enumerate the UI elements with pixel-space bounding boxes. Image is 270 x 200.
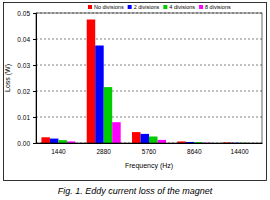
legend-item: No divisions — [88, 4, 124, 10]
bar — [58, 140, 66, 143]
bar — [50, 139, 58, 143]
y-tick-mark — [33, 91, 36, 92]
x-tick: 1440 — [51, 143, 66, 155]
legend-swatch — [128, 5, 132, 9]
grid-line — [36, 39, 262, 40]
x-tick: 8640 — [187, 143, 202, 155]
legend-swatch — [199, 5, 203, 9]
bar — [141, 134, 149, 143]
legend-item: 8 divisions — [199, 4, 231, 10]
y-tick-label: 0.05 — [17, 10, 30, 17]
x-tick: 14400 — [231, 143, 249, 155]
legend: No divisions 2 divisions 4 divisions 8 divi… — [88, 4, 231, 10]
grid-line — [36, 117, 262, 118]
y-tick-mark — [33, 117, 36, 118]
x-tick: 5760 — [142, 143, 157, 155]
y-axis-title: Loss (W) — [4, 64, 12, 92]
y-tick-label: 0.00 — [17, 140, 30, 147]
y-tick-label: 0.03 — [17, 62, 30, 69]
y-axis: 0.00 0.01 0.02 0.03 0.04 0.05 — [17, 10, 36, 147]
x-axis: 1440 2880 5760 8640 14400 — [37, 143, 263, 155]
bar — [104, 87, 112, 143]
grid-line — [36, 65, 262, 66]
y-axis-line — [33, 14, 37, 144]
bar — [132, 132, 140, 143]
legend-label: 8 divisions — [205, 4, 231, 10]
legend-swatch — [163, 5, 167, 9]
x-tick: 2880 — [96, 143, 111, 155]
x-tick-label: 1440 — [51, 148, 66, 155]
x-tick-label: 5760 — [142, 148, 157, 155]
x-tick-label: 2880 — [96, 148, 111, 155]
legend-swatch — [88, 5, 92, 9]
y-tick: 0.04 — [17, 36, 36, 43]
y-tick: 0.01 — [17, 114, 36, 121]
y-tick: 0.05 — [17, 10, 36, 17]
legend-label: No divisions — [94, 4, 124, 10]
bar — [157, 140, 165, 143]
y-tick-label: 0.04 — [17, 36, 30, 43]
legend-item: 4 divisions — [163, 4, 195, 10]
grid-line — [36, 91, 262, 92]
bar — [95, 46, 103, 144]
bar — [41, 137, 49, 143]
legend-item: 2 divisions — [128, 4, 160, 10]
y-tick-mark — [33, 65, 36, 66]
x-tick-label: 14400 — [231, 148, 249, 155]
x-tick-label: 8640 — [187, 148, 202, 155]
x-axis-line — [37, 143, 263, 144]
y-tick-label: 0.01 — [17, 114, 30, 121]
bar — [112, 122, 120, 143]
y-tick-mark — [33, 13, 36, 14]
plot-frame — [36, 13, 262, 143]
bar — [87, 20, 95, 144]
bars — [41, 20, 248, 144]
y-tick: 0.00 — [17, 140, 36, 147]
y-tick: 0.02 — [17, 88, 36, 95]
caption: Fig. 1. Eddy current loss of the magnet — [58, 186, 213, 196]
y-tick: 0.03 — [17, 62, 36, 69]
bar — [149, 137, 157, 144]
chart-frame — [4, 3, 267, 181]
x-axis-title: Frequency (Hz) — [125, 162, 173, 170]
y-tick-mark — [33, 143, 36, 144]
y-tick-label: 0.02 — [17, 88, 30, 95]
y-tick-mark — [33, 39, 36, 40]
legend-label: 2 divisions — [134, 4, 160, 10]
plot: 0.00 0.01 0.02 0.03 0.04 0.05 1440 2880 5760 8640… — [17, 10, 262, 155]
legend-label: 4 divisions — [169, 4, 195, 10]
chart: 0.00 0.01 0.02 0.03 0.04 0.05 1440 2880 5760 8640… — [0, 0, 270, 200]
